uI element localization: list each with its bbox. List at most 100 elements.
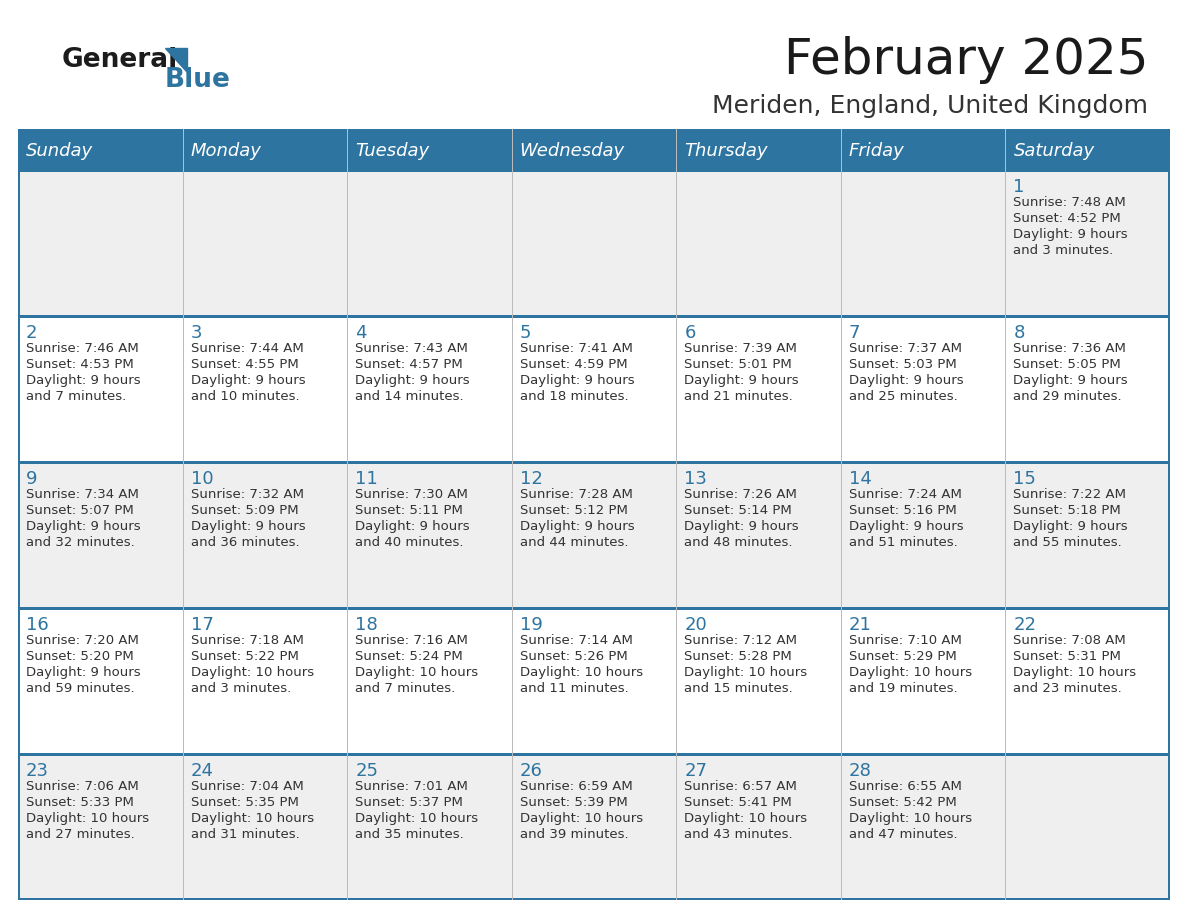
Text: Daylight: 9 hours: Daylight: 9 hours [26,666,140,679]
Text: and 48 minutes.: and 48 minutes. [684,536,792,549]
Text: Sunset: 5:03 PM: Sunset: 5:03 PM [849,358,956,371]
Bar [18,462,1170,608]
Text: Saturday: Saturday [1013,142,1094,160]
Text: Sunrise: 7:28 AM: Sunrise: 7:28 AM [519,488,632,501]
Text: Daylight: 10 hours: Daylight: 10 hours [849,812,972,825]
Bar [1168,129,1170,900]
Text: Sunset: 5:33 PM: Sunset: 5:33 PM [26,796,134,809]
Text: Daylight: 9 hours: Daylight: 9 hours [684,520,798,533]
Text: and 59 minutes.: and 59 minutes. [26,682,134,695]
Text: 13: 13 [684,470,707,488]
Text: Friday: Friday [849,142,904,160]
Bar [676,132,841,170]
Text: 1: 1 [1013,178,1025,196]
Text: and 23 minutes.: and 23 minutes. [1013,682,1123,695]
Text: 28: 28 [849,762,872,780]
Text: Sunset: 5:20 PM: Sunset: 5:20 PM [26,650,134,663]
Text: Monday: Monday [190,142,261,160]
Bar [18,129,1170,132]
Text: and 3 minutes.: and 3 minutes. [190,682,291,695]
Text: Sunset: 5:41 PM: Sunset: 5:41 PM [684,796,792,809]
Text: and 10 minutes.: and 10 minutes. [190,390,299,403]
Text: and 51 minutes.: and 51 minutes. [849,536,958,549]
Text: 12: 12 [519,470,543,488]
Text: and 35 minutes.: and 35 minutes. [355,828,463,841]
Text: 20: 20 [684,616,707,634]
Text: Sunset: 4:52 PM: Sunset: 4:52 PM [1013,212,1121,225]
Bar [841,132,1005,170]
Text: Daylight: 9 hours: Daylight: 9 hours [1013,374,1129,387]
Text: 26: 26 [519,762,543,780]
Text: Daylight: 10 hours: Daylight: 10 hours [190,666,314,679]
Text: 25: 25 [355,762,378,780]
Text: Daylight: 9 hours: Daylight: 9 hours [190,374,305,387]
Text: Daylight: 9 hours: Daylight: 9 hours [355,374,469,387]
Text: Sunset: 5:05 PM: Sunset: 5:05 PM [1013,358,1121,371]
Bar [18,461,1170,464]
Text: Sunset: 4:53 PM: Sunset: 4:53 PM [26,358,134,371]
Text: and 29 minutes.: and 29 minutes. [1013,390,1121,403]
Text: Sunset: 5:16 PM: Sunset: 5:16 PM [849,504,956,517]
Text: Sunset: 5:07 PM: Sunset: 5:07 PM [26,504,134,517]
Text: Daylight: 9 hours: Daylight: 9 hours [684,374,798,387]
Text: 16: 16 [26,616,49,634]
Text: Daylight: 10 hours: Daylight: 10 hours [519,812,643,825]
Text: Sunrise: 7:46 AM: Sunrise: 7:46 AM [26,342,139,355]
Text: Meriden, England, United Kingdom: Meriden, England, United Kingdom [712,94,1148,118]
Bar [18,170,1170,316]
Text: and 18 minutes.: and 18 minutes. [519,390,628,403]
Text: Sunset: 5:37 PM: Sunset: 5:37 PM [355,796,463,809]
Text: Wednesday: Wednesday [519,142,625,160]
Text: Sunrise: 7:32 AM: Sunrise: 7:32 AM [190,488,304,501]
Text: Sunrise: 7:22 AM: Sunrise: 7:22 AM [1013,488,1126,501]
Bar [18,608,1170,754]
Text: Daylight: 10 hours: Daylight: 10 hours [849,666,972,679]
Bar [183,132,347,170]
Text: Sunset: 5:26 PM: Sunset: 5:26 PM [519,650,627,663]
Text: Daylight: 10 hours: Daylight: 10 hours [26,812,150,825]
Text: Daylight: 9 hours: Daylight: 9 hours [519,374,634,387]
Text: 21: 21 [849,616,872,634]
Text: Sunrise: 7:41 AM: Sunrise: 7:41 AM [519,342,632,355]
Text: 10: 10 [190,470,213,488]
Text: Tuesday: Tuesday [355,142,429,160]
Text: and 7 minutes.: and 7 minutes. [355,682,455,695]
Text: Sunset: 5:39 PM: Sunset: 5:39 PM [519,796,627,809]
Text: Daylight: 9 hours: Daylight: 9 hours [26,374,140,387]
Bar [18,169,1170,172]
Text: February 2025: February 2025 [784,36,1148,84]
Text: 19: 19 [519,616,543,634]
Text: Sunset: 5:29 PM: Sunset: 5:29 PM [849,650,956,663]
Bar [18,315,1170,318]
Text: 15: 15 [1013,470,1036,488]
Text: Sunrise: 7:04 AM: Sunrise: 7:04 AM [190,780,303,793]
Text: and 11 minutes.: and 11 minutes. [519,682,628,695]
Text: Sunset: 5:24 PM: Sunset: 5:24 PM [355,650,463,663]
Polygon shape [165,48,187,72]
Text: and 40 minutes.: and 40 minutes. [355,536,463,549]
Text: Sunday: Sunday [26,142,93,160]
Text: Sunset: 4:57 PM: Sunset: 4:57 PM [355,358,463,371]
Text: Sunrise: 7:37 AM: Sunrise: 7:37 AM [849,342,962,355]
Text: Sunrise: 7:01 AM: Sunrise: 7:01 AM [355,780,468,793]
Text: and 31 minutes.: and 31 minutes. [190,828,299,841]
Text: 24: 24 [190,762,214,780]
Text: 8: 8 [1013,324,1025,342]
Text: Sunrise: 7:36 AM: Sunrise: 7:36 AM [1013,342,1126,355]
Text: 23: 23 [26,762,49,780]
Text: and 21 minutes.: and 21 minutes. [684,390,794,403]
Text: Daylight: 10 hours: Daylight: 10 hours [519,666,643,679]
Text: Daylight: 10 hours: Daylight: 10 hours [684,812,808,825]
Text: Daylight: 9 hours: Daylight: 9 hours [1013,228,1129,241]
Text: and 36 minutes.: and 36 minutes. [190,536,299,549]
Text: Daylight: 10 hours: Daylight: 10 hours [1013,666,1137,679]
Text: Sunrise: 7:44 AM: Sunrise: 7:44 AM [190,342,303,355]
Text: Sunrise: 7:30 AM: Sunrise: 7:30 AM [355,488,468,501]
Text: Sunset: 5:18 PM: Sunset: 5:18 PM [1013,504,1121,517]
Bar [512,132,676,170]
Text: Daylight: 9 hours: Daylight: 9 hours [355,520,469,533]
Bar [18,607,1170,610]
Text: Daylight: 10 hours: Daylight: 10 hours [190,812,314,825]
Text: 18: 18 [355,616,378,634]
Text: and 32 minutes.: and 32 minutes. [26,536,134,549]
